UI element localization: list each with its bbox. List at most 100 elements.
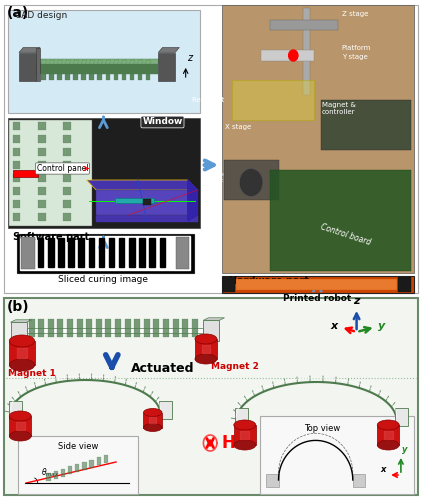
Polygon shape [122,60,127,64]
Polygon shape [11,320,32,322]
Polygon shape [176,237,189,269]
Polygon shape [303,8,310,95]
Polygon shape [73,72,78,80]
Polygon shape [202,345,210,353]
Text: (a): (a) [6,6,29,20]
Ellipse shape [143,408,162,416]
Polygon shape [122,72,126,80]
Circle shape [289,50,298,61]
Polygon shape [130,72,134,80]
Polygon shape [96,190,197,215]
Polygon shape [97,457,101,465]
FancyBboxPatch shape [8,118,200,228]
FancyBboxPatch shape [260,416,414,494]
Polygon shape [89,238,94,267]
Polygon shape [143,198,151,204]
FancyBboxPatch shape [8,10,200,113]
Polygon shape [21,237,35,269]
Polygon shape [9,341,35,365]
Polygon shape [82,462,87,470]
Text: Sliced curing image: Sliced curing image [58,275,149,284]
Polygon shape [38,238,43,267]
Polygon shape [65,60,70,64]
Polygon shape [119,238,124,267]
Text: $\theta_{max}$: $\theta_{max}$ [41,466,60,479]
Polygon shape [48,238,54,267]
Polygon shape [13,122,20,130]
Polygon shape [138,72,142,80]
Polygon shape [68,466,72,474]
Polygon shape [270,170,411,271]
Polygon shape [67,319,73,337]
Polygon shape [195,339,217,359]
Text: Y stage: Y stage [342,54,368,60]
Polygon shape [38,319,44,337]
Polygon shape [17,348,27,358]
Polygon shape [139,238,145,267]
Polygon shape [86,319,92,337]
Polygon shape [182,319,188,337]
Text: Resin vat: Resin vat [192,97,224,103]
Ellipse shape [9,431,31,441]
Polygon shape [109,238,114,267]
Polygon shape [395,408,408,426]
Text: X stage: X stage [225,124,252,130]
Polygon shape [99,238,104,267]
Polygon shape [77,319,83,337]
Text: Control panel: Control panel [37,164,88,173]
Text: H: H [221,434,235,452]
Text: z: z [353,296,360,306]
Polygon shape [96,319,102,337]
Polygon shape [398,277,411,291]
Text: x: x [331,321,338,331]
Polygon shape [96,215,197,221]
Polygon shape [203,320,219,342]
Text: (b): (b) [6,300,29,314]
Text: Control board: Control board [320,222,372,248]
Polygon shape [19,52,36,81]
Polygon shape [9,416,31,436]
Polygon shape [63,161,71,169]
Polygon shape [81,60,87,64]
Polygon shape [41,72,46,80]
Polygon shape [106,319,111,337]
Polygon shape [223,277,235,291]
Polygon shape [146,60,151,64]
Polygon shape [104,455,108,463]
Text: Top view: Top view [304,424,340,433]
Polygon shape [130,60,135,64]
Polygon shape [20,236,190,270]
Text: Printed robot: Printed robot [283,294,352,303]
Text: Magnet 2: Magnet 2 [211,362,259,371]
Polygon shape [63,135,71,143]
Polygon shape [149,417,157,423]
Polygon shape [13,161,20,169]
Polygon shape [115,198,154,202]
Polygon shape [134,319,140,337]
Polygon shape [89,72,94,80]
Polygon shape [89,460,94,468]
Polygon shape [235,408,248,426]
Polygon shape [57,72,62,80]
Text: Magnet &
controller: Magnet & controller [322,102,355,116]
Polygon shape [192,319,197,337]
Polygon shape [13,135,20,143]
Polygon shape [13,170,38,177]
FancyBboxPatch shape [18,436,138,494]
FancyBboxPatch shape [222,276,414,292]
Polygon shape [63,187,71,195]
Text: Z stage: Z stage [342,11,368,17]
Polygon shape [158,48,179,52]
Polygon shape [38,174,46,182]
Polygon shape [36,64,158,74]
Polygon shape [160,238,165,267]
Polygon shape [38,148,46,156]
Polygon shape [13,200,20,208]
Polygon shape [49,60,54,64]
Text: y: y [378,321,385,331]
Polygon shape [61,468,65,476]
Polygon shape [353,474,365,487]
Polygon shape [159,402,172,419]
Polygon shape [13,213,20,221]
Polygon shape [65,72,70,80]
